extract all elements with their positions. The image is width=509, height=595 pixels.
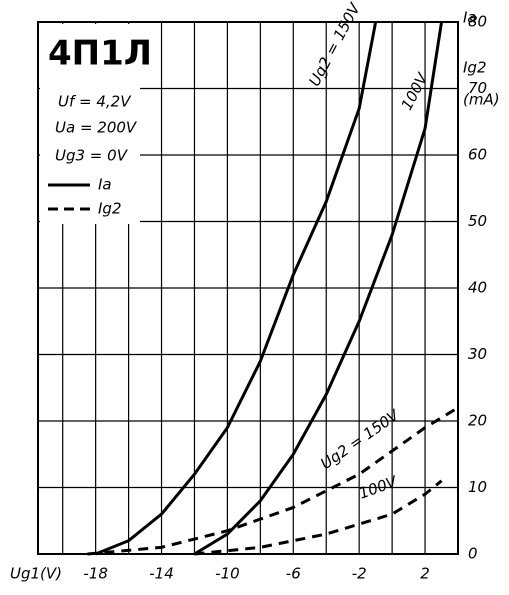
param: Ug3 = 0V [55, 147, 129, 165]
y-tick-label: 70 [468, 79, 487, 97]
x-tick-label: -10 [215, 565, 240, 583]
x-tick-label: -14 [149, 565, 174, 583]
y-tick-label: 30 [468, 345, 487, 363]
y-tick-label: 10 [468, 478, 487, 496]
y-tick-label: 50 [468, 212, 487, 230]
param: Ua = 200V [55, 119, 138, 137]
legend-box [40, 24, 140, 224]
curve [193, 21, 444, 556]
x-tick-label: 2 [420, 565, 430, 583]
y-tick-label: 20 [468, 412, 487, 430]
param: Uf = 4,2V [58, 93, 132, 111]
y-label: Ig2 [463, 59, 487, 77]
curve [194, 479, 443, 556]
y-label: (mA) [463, 91, 500, 109]
y-tick-label: 0 [468, 545, 478, 563]
chart-title: 4П1Л [48, 34, 152, 74]
curve [87, 406, 459, 556]
x-tick-label: -2 [352, 565, 367, 583]
x-tick-label: -6 [286, 565, 301, 583]
legend-label: Ig2 [98, 200, 122, 218]
x-tick-label: -18 [83, 565, 108, 583]
y-tick-label: 60 [468, 146, 487, 164]
y-tick-label: 80 [468, 13, 487, 31]
legend-label: Ia [98, 176, 112, 194]
y-tick-label: 40 [468, 279, 487, 297]
curve [95, 21, 378, 556]
y-label: Ia [463, 9, 477, 27]
x-label: Ug1(V) [10, 565, 62, 583]
